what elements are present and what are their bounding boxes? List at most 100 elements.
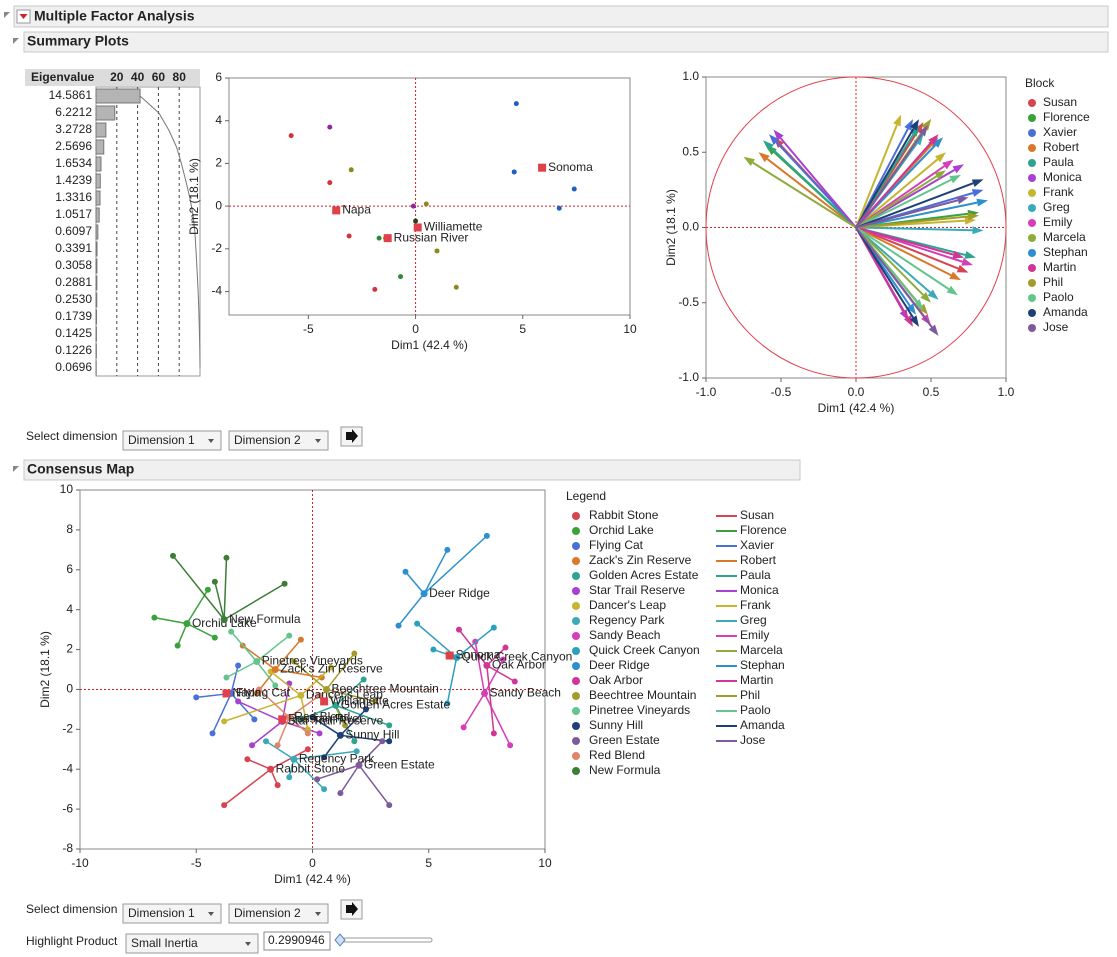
slider-knob[interactable]	[334, 933, 346, 947]
arrow-head	[773, 129, 784, 141]
y-tick-label: 1.0	[682, 69, 699, 83]
arrow	[855, 226, 958, 296]
dropdown-text: Dimension 2	[234, 433, 301, 447]
partial-line	[256, 635, 290, 663]
legend-label: Marcela	[740, 643, 783, 657]
x-tick-label: 0.0	[848, 385, 865, 399]
partial-point	[351, 738, 358, 745]
section-header[interactable]	[23, 459, 801, 481]
partial-point	[286, 774, 293, 781]
disclosure-icon[interactable]	[4, 12, 10, 18]
legend-label: Amanda	[740, 718, 785, 732]
arrow	[855, 212, 979, 229]
partial-line	[186, 622, 216, 639]
arrow-head	[904, 119, 913, 131]
legend-label: Amanda	[1043, 305, 1088, 319]
eigenvalue: 0.1739	[55, 309, 92, 323]
arrow-head	[928, 324, 939, 336]
partial-point	[274, 782, 281, 789]
disclosure-icon[interactable]	[13, 38, 19, 44]
partial-point	[309, 714, 316, 721]
partial-point	[386, 802, 393, 809]
product-point	[420, 590, 428, 598]
point	[413, 218, 419, 224]
point	[398, 274, 404, 280]
dropdown-arrow	[315, 439, 321, 443]
partial-line	[237, 700, 283, 723]
legend-label: Martin	[1043, 260, 1076, 274]
legend-swatch	[572, 677, 580, 685]
cumulative-curve	[139, 95, 201, 369]
slider-track[interactable]	[339, 937, 433, 943]
product-point	[297, 691, 305, 699]
y-axis-title: Dim2 (18.1 %)	[187, 158, 201, 235]
arrow	[855, 196, 969, 229]
arrow	[855, 226, 961, 281]
partial-point	[251, 716, 258, 723]
arrow-head	[921, 119, 931, 131]
value-input[interactable]	[263, 931, 331, 951]
legend-label: Paula	[1043, 155, 1074, 169]
partial-line	[404, 571, 425, 595]
dropdown[interactable]	[125, 933, 259, 954]
arrow-head	[961, 257, 973, 266]
arrow-shaft	[855, 201, 978, 229]
legend-label: Florence	[1043, 110, 1090, 124]
point	[288, 133, 294, 139]
product-label: Sunny Hill	[345, 727, 399, 741]
y-tick-label: 6	[66, 562, 73, 576]
dropdown[interactable]	[122, 903, 222, 924]
dropdown[interactable]	[228, 430, 329, 451]
x-axis-title: Dim1 (42.4 %)	[274, 872, 351, 886]
partial-point	[304, 730, 311, 737]
eigenvalue: 2.5696	[55, 139, 92, 153]
legend-label: Greg	[740, 613, 767, 627]
partial-line	[275, 668, 322, 679]
legend-label: Greg	[1043, 200, 1070, 214]
partial-line	[214, 581, 225, 620]
legend-label: Green Estate	[589, 733, 660, 747]
arrow-shaft	[855, 124, 898, 228]
product-point	[336, 731, 344, 739]
section-header[interactable]	[23, 31, 1109, 53]
legend-swatch	[572, 617, 580, 625]
point	[513, 101, 519, 107]
arrow-head	[949, 174, 961, 184]
bar	[95, 105, 116, 121]
dropdown[interactable]	[228, 903, 329, 924]
partial-line	[211, 693, 232, 734]
legend-swatch	[572, 737, 580, 745]
partial-line	[176, 623, 188, 646]
legend-swatch	[1028, 159, 1036, 167]
region-label: Russian River	[288, 712, 363, 726]
dropdown[interactable]	[122, 430, 222, 451]
point	[327, 180, 333, 186]
arrow-head	[927, 289, 939, 300]
arrow-head	[956, 196, 969, 205]
y-tick-label: -2	[211, 241, 222, 255]
arrow	[855, 226, 969, 273]
red-triangle[interactable]	[19, 14, 28, 19]
legend-label: Robert	[1043, 140, 1080, 154]
legend-swatch	[572, 767, 580, 775]
y-tick-label: 0	[215, 198, 222, 212]
partial-line	[223, 557, 228, 620]
arrow-head	[763, 140, 774, 151]
product-label: Star Trail Reserve	[287, 714, 383, 728]
partial-point	[263, 738, 269, 745]
disclosure-icon[interactable]	[13, 466, 19, 472]
arrow-head	[910, 119, 919, 131]
eigenvalue: 0.1226	[55, 343, 92, 357]
product-point	[220, 616, 228, 624]
legend-label: Beechtree Mountain	[589, 688, 696, 702]
bar	[95, 139, 105, 155]
product-point	[267, 765, 275, 773]
partial-point	[297, 716, 304, 723]
x-tick-label: -1.0	[696, 385, 717, 399]
partial-point	[351, 650, 358, 657]
partial-line	[270, 748, 309, 770]
arrow-shaft	[855, 226, 959, 270]
legend-swatch	[1028, 114, 1036, 122]
legend-label: Susan	[1043, 95, 1077, 109]
report-header[interactable]	[13, 5, 1109, 28]
